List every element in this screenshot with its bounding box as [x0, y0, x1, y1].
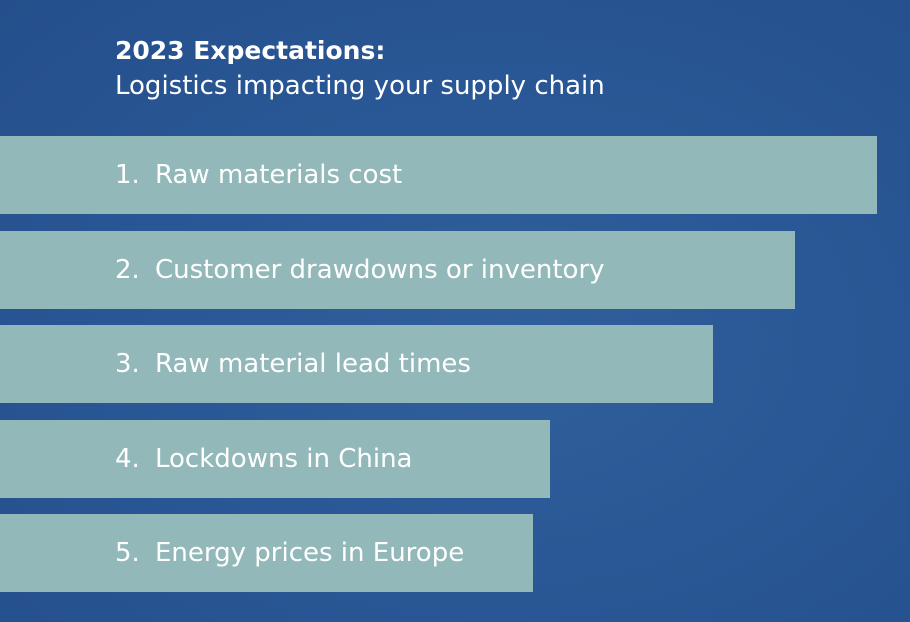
bar-category-label: Lockdowns in China [155, 444, 413, 474]
bar-category-label: Raw materials cost [155, 160, 403, 190]
bar-rank-number: 3. [115, 349, 140, 379]
bar-label: 2. Customer drawdowns or inventory [115, 231, 605, 309]
bar-rank-number: 5. [115, 538, 140, 568]
bar-label: 1. Raw materials cost [115, 136, 402, 214]
chart-title: 2023 Expectations: [115, 36, 386, 65]
bar-label: 4. Lockdowns in China [115, 420, 413, 498]
bar-rank-number: 4. [115, 444, 140, 474]
bar-2: 2. Customer drawdowns or inventory [0, 231, 795, 309]
bar-category-label: Energy prices in Europe [155, 538, 465, 568]
bar-4: 4. Lockdowns in China [0, 420, 550, 498]
bar-5: 5. Energy prices in Europe [0, 514, 533, 592]
bar-label: 5. Energy prices in Europe [115, 514, 464, 592]
chart-subtitle: Logistics impacting your supply chain [115, 71, 605, 101]
bar-1: 1. Raw materials cost [0, 136, 877, 214]
bar-rank-number: 2. [115, 255, 140, 285]
bar-rank-number: 1. [115, 160, 140, 190]
bar-label: 3. Raw material lead times [115, 325, 471, 403]
bar-category-label: Customer drawdowns or inventory [155, 255, 605, 285]
bar-3: 3. Raw material lead times [0, 325, 713, 403]
bar-category-label: Raw material lead times [155, 349, 471, 379]
